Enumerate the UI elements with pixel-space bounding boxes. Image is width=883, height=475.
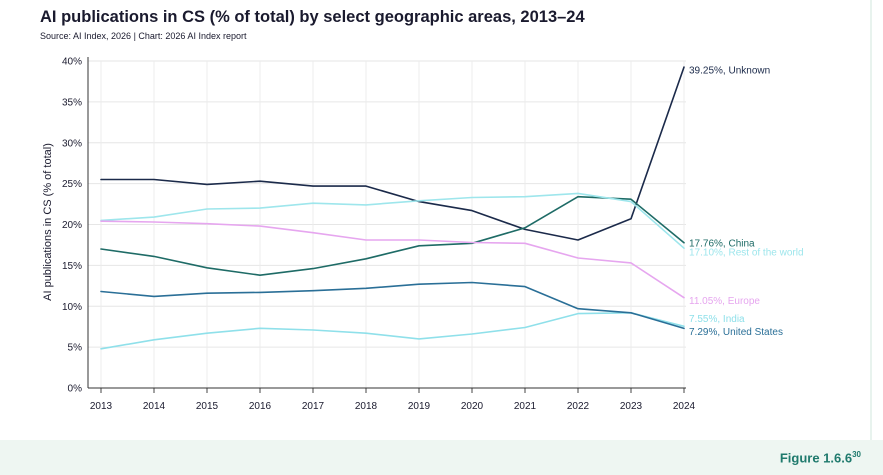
y-tick-label: 15% (62, 261, 82, 272)
x-tick-label: 2017 (302, 401, 325, 412)
y-tick-label: 10% (62, 302, 82, 313)
axes: 0% 5% 10% 15% 20% 25% 30% 35% 40% 2013 2014 2015 201… (62, 57, 696, 413)
x-tick-label: 2024 (673, 401, 696, 412)
x-tick-label: 2018 (355, 401, 378, 412)
gridlines (88, 60, 686, 388)
y-tick-label: 20% (62, 220, 82, 231)
x-tick-label: 2013 (90, 401, 113, 412)
end-label-india: 7.55%, India (689, 314, 745, 325)
figure-number: Figure 1.6.6 (779, 450, 853, 466)
x-tick-label: 2020 (461, 401, 484, 412)
end-label-china: 17.76%, China (689, 238, 755, 249)
x-tick-label: 2014 (143, 401, 166, 412)
x-tick-label: 2021 (514, 401, 537, 412)
x-tick-label: 2023 (620, 401, 643, 412)
y-tick-label: 5% (68, 343, 83, 354)
end-label-rest-of-the-world: 17.10%, Rest of the world (689, 248, 804, 259)
card-border (870, 0, 872, 440)
line-chart: 0% 5% 10% 15% 20% 25% 30% 35% 40% 2013 2014 2015 201… (42, 57, 804, 413)
chart-card (0, 0, 883, 440)
x-tick-label: 2019 (408, 401, 431, 412)
series-line-united-states (100, 281, 685, 330)
figure-label: Figure 1.6.630 (780, 450, 861, 465)
figure-footnote: 30 (852, 450, 861, 459)
end-label-unknown: 39.25%, Unknown (689, 66, 770, 77)
x-tick-label: 2022 (567, 401, 590, 412)
end-label-united-states: 7.29%, United States (689, 327, 783, 338)
series-line-india (100, 311, 685, 350)
y-axis-label: AI publications in CS (% of total) (42, 143, 54, 301)
y-tick-label: 40% (62, 57, 82, 68)
series-line-rest-of-the-world (100, 192, 685, 249)
y-tick-label: 25% (62, 179, 82, 190)
chart-title: AI publications in CS (% of total) by se… (40, 8, 585, 26)
y-tick-label: 30% (62, 138, 82, 149)
series-line-unknown (100, 66, 685, 241)
y-tick-label: 0% (68, 384, 83, 395)
end-label-europe: 11.05%, Europe (689, 296, 760, 307)
series-line-china (100, 195, 685, 277)
series-line-europe (100, 220, 685, 299)
series-lines (100, 66, 685, 350)
footer-bar: Figure 1.6.630 (0, 440, 883, 475)
y-tick-label: 35% (62, 97, 82, 108)
x-tick-label: 2015 (196, 401, 219, 412)
chart-source: Source: AI Index, 2026 | Chart: 2026 AI … (40, 31, 247, 41)
x-tick-label: 2016 (249, 401, 272, 412)
